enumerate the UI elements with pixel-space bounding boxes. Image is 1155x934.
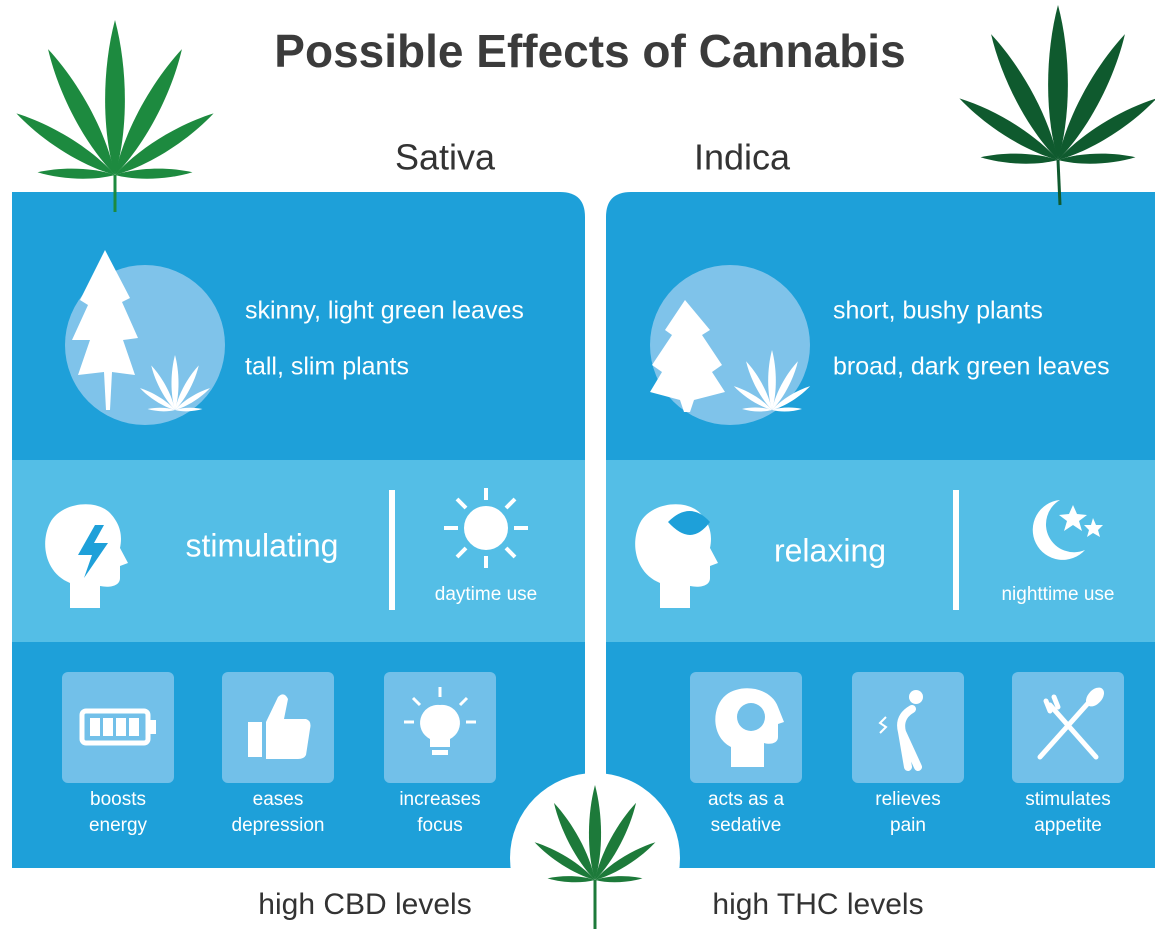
trait: skinny, light green leaves bbox=[245, 297, 524, 325]
icon-shape bbox=[909, 690, 923, 704]
column-heading: Indica bbox=[694, 137, 791, 178]
icon-shape bbox=[737, 703, 765, 731]
benefit-label: depression bbox=[232, 815, 325, 836]
icon-shape bbox=[116, 718, 126, 736]
usage-time: nighttime use bbox=[1001, 584, 1114, 605]
benefit-label: relieves bbox=[875, 789, 940, 810]
icon-shape bbox=[90, 718, 100, 736]
benefit-label: focus bbox=[417, 815, 462, 836]
benefit-label: boosts bbox=[90, 789, 146, 810]
title: Possible Effects of Cannabis bbox=[274, 25, 905, 77]
icon-shape bbox=[432, 750, 448, 755]
benefit-label: stimulates bbox=[1025, 789, 1111, 810]
benefit-label: eases bbox=[253, 789, 304, 810]
trait: tall, slim plants bbox=[245, 353, 409, 381]
effect: stimulating bbox=[186, 527, 339, 563]
icon-shape bbox=[129, 718, 139, 736]
benefit-label: sedative bbox=[711, 815, 782, 836]
icon-shape bbox=[103, 718, 113, 736]
effect: relaxing bbox=[774, 532, 886, 568]
column-heading: Sativa bbox=[395, 137, 496, 178]
infographic: Possible Effects of Cannabis Sativa skinn… bbox=[0, 0, 1155, 929]
benefit-label: increases bbox=[399, 789, 480, 810]
benefit-label: pain bbox=[890, 815, 926, 836]
benefit-label: energy bbox=[89, 815, 148, 836]
trait: broad, dark green leaves bbox=[833, 353, 1110, 381]
benefit-label: acts as a bbox=[708, 789, 784, 810]
footer-note: high THC levels bbox=[712, 888, 923, 921]
page: Possible Effects of Cannabis Sativa skinn… bbox=[0, 0, 1155, 929]
benefit-label: appetite bbox=[1034, 815, 1102, 836]
icon-shape bbox=[150, 720, 156, 734]
footer-note: high CBD levels bbox=[258, 888, 471, 921]
usage-time: daytime use bbox=[435, 584, 537, 605]
trait: short, bushy plants bbox=[833, 297, 1043, 325]
